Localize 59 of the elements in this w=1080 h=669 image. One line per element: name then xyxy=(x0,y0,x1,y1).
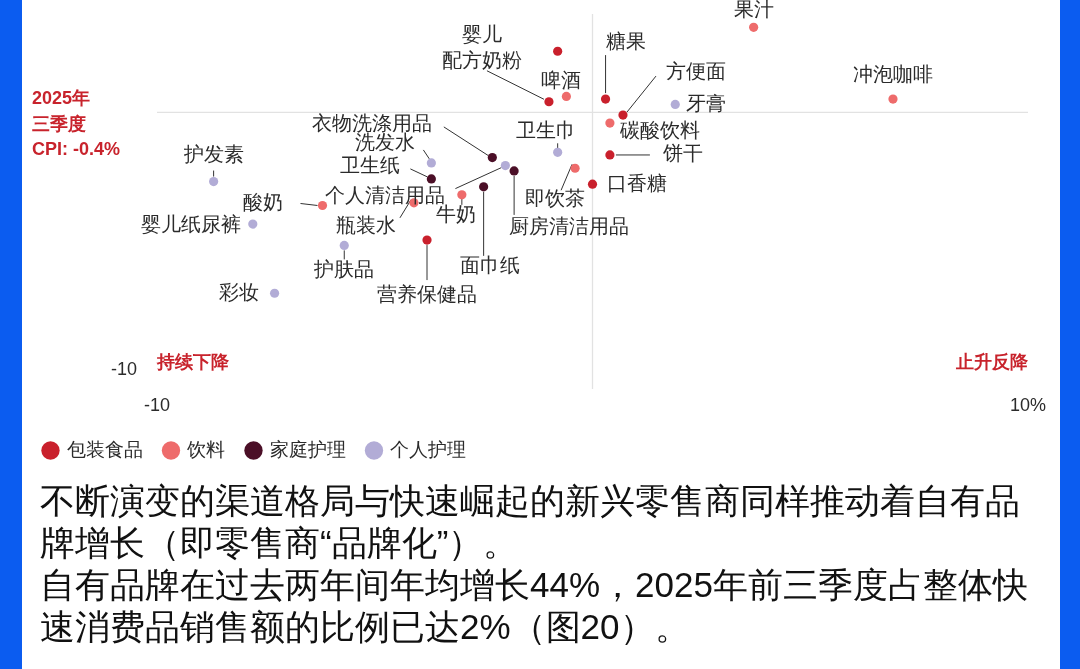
legend-label: 家庭护理 xyxy=(269,438,346,460)
annotation: 营养保健品 xyxy=(377,283,478,306)
annotation: 饼干 xyxy=(661,142,703,165)
point xyxy=(600,94,611,104)
point xyxy=(209,176,219,187)
annotation: 糖果 xyxy=(606,30,647,53)
legend-label: 个人护理 xyxy=(390,438,466,460)
annotation: 酸奶 xyxy=(243,191,284,213)
text: -10 xyxy=(110,358,137,379)
point xyxy=(269,288,280,298)
point xyxy=(618,110,628,120)
annotation: 果汁 xyxy=(733,0,774,20)
text: 自有品牌在过去两年间年均增长44%，2025年前三季度占整体快速消费品销售额的比例已达2%（图20）。 xyxy=(40,564,1029,648)
text: 持续下降 xyxy=(156,351,230,372)
point xyxy=(553,46,563,56)
point xyxy=(570,163,580,173)
annotation: 口香糖 xyxy=(607,171,667,194)
point xyxy=(749,22,759,32)
legend-label: 饮料 xyxy=(186,438,225,460)
annotation: 卫生纸 xyxy=(340,154,401,177)
annotation: 碳酸饮料 xyxy=(619,118,701,141)
point xyxy=(426,158,436,168)
annotation: 彩妆 xyxy=(218,280,259,303)
text: 止升反降 xyxy=(955,351,1029,372)
point xyxy=(509,166,519,176)
point xyxy=(553,147,563,157)
annotation: 即饮茶 xyxy=(525,186,586,209)
point xyxy=(888,94,898,104)
text: 2025年三季度CPI: -0.4% xyxy=(32,88,121,160)
annotation: 婴儿配方奶粉 xyxy=(441,23,522,72)
legend-label: 包装食品 xyxy=(66,438,143,460)
annotation: 卫生巾 xyxy=(515,119,576,142)
point xyxy=(544,97,554,107)
point xyxy=(248,219,258,229)
point xyxy=(561,91,571,102)
point xyxy=(670,99,680,110)
point xyxy=(500,161,510,171)
x-tick-label: 10% xyxy=(1009,394,1047,415)
point xyxy=(487,153,497,163)
annotation: 瓶装水 xyxy=(335,213,396,236)
annotation: 面巾纸 xyxy=(460,253,521,276)
annotation: 护肤品 xyxy=(313,258,375,281)
point xyxy=(587,179,598,189)
annotation: 啤酒 xyxy=(541,68,582,91)
point xyxy=(426,174,436,184)
annotation: 厨房清洁用品 xyxy=(508,215,629,238)
annotation: 婴儿纸尿裤 xyxy=(140,212,241,235)
annotation: 护发素 xyxy=(182,142,244,165)
point xyxy=(457,190,467,200)
annotation: 冲泡咖啡 xyxy=(852,62,933,85)
annotation: 牙膏 xyxy=(686,91,727,114)
point xyxy=(605,150,615,160)
annotation: 个人清洁用品 xyxy=(325,183,446,206)
annotation: 方便面 xyxy=(665,59,726,82)
point xyxy=(422,235,432,245)
point xyxy=(339,240,349,250)
point xyxy=(605,118,615,128)
point xyxy=(479,182,489,192)
text: 不断演变的渠道格局与快速崛起的新兴零售商同样推动着自有品牌增长（即零售商“品牌化”）。 xyxy=(40,480,1021,564)
